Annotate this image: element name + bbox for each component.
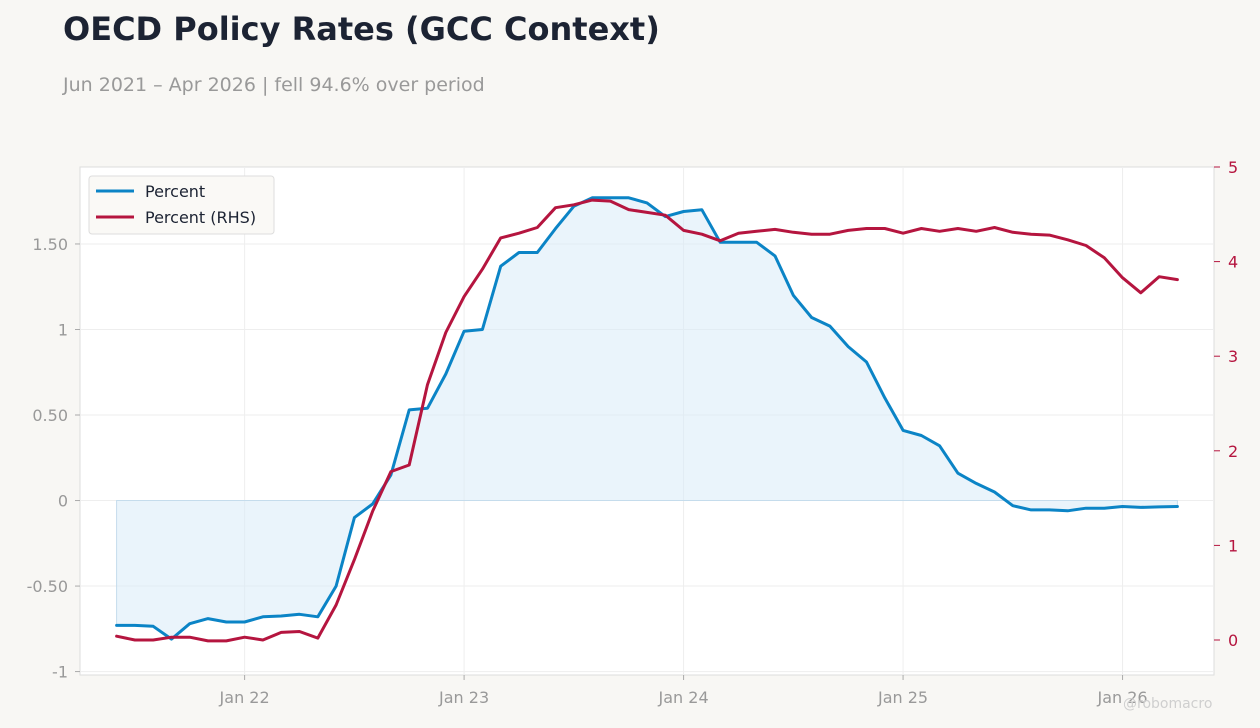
x-tick-label: Jan 23 xyxy=(438,688,489,707)
series-layer xyxy=(115,196,1179,643)
right-axis: 0 1 2 3 4 5 xyxy=(1214,158,1238,650)
right-tick-label: 3 xyxy=(1228,347,1238,366)
legend-box xyxy=(88,175,275,235)
x-tick-label: Jan 24 xyxy=(658,688,709,707)
right-tick-label: 1 xyxy=(1228,536,1238,555)
left-tick-label: 0 xyxy=(58,492,68,511)
left-tick-label: 1.50 xyxy=(32,235,68,254)
legend-label-percent-rhs: Percent (RHS) xyxy=(145,208,256,227)
series-line-percent-rhs xyxy=(115,198,1179,643)
right-tick-label: 4 xyxy=(1228,253,1238,272)
series-line-percent xyxy=(115,196,1179,641)
x-tick-label: Jan 25 xyxy=(877,688,928,707)
left-tick-label: -0.50 xyxy=(27,577,68,596)
legend-label-percent: Percent xyxy=(145,182,205,201)
right-tick-label: 2 xyxy=(1228,442,1238,461)
x-tick-label: Jan 22 xyxy=(219,688,270,707)
left-tick-label: 1 xyxy=(58,320,68,339)
left-tick-label: -1 xyxy=(52,663,68,682)
left-tick-label: 0.50 xyxy=(32,406,68,425)
left-axis: -1 -0.50 0 0.50 1 1.50 xyxy=(27,235,80,682)
x-tick-label: Jan 26 xyxy=(1096,688,1147,707)
chart-subtitle: Jun 2021 – Apr 2026 | fell 94.6% over pe… xyxy=(63,74,485,96)
legend: Percent Percent (RHS) xyxy=(88,175,275,235)
right-tick-label: 0 xyxy=(1228,631,1238,650)
x-axis: Jan 22 Jan 23 Jan 24 Jan 25 Jan 26 xyxy=(219,675,1148,707)
chart-title: OECD Policy Rates (GCC Context) xyxy=(63,10,660,48)
watermark: @robomacro xyxy=(1123,696,1213,712)
right-tick-label: 5 xyxy=(1228,158,1238,177)
